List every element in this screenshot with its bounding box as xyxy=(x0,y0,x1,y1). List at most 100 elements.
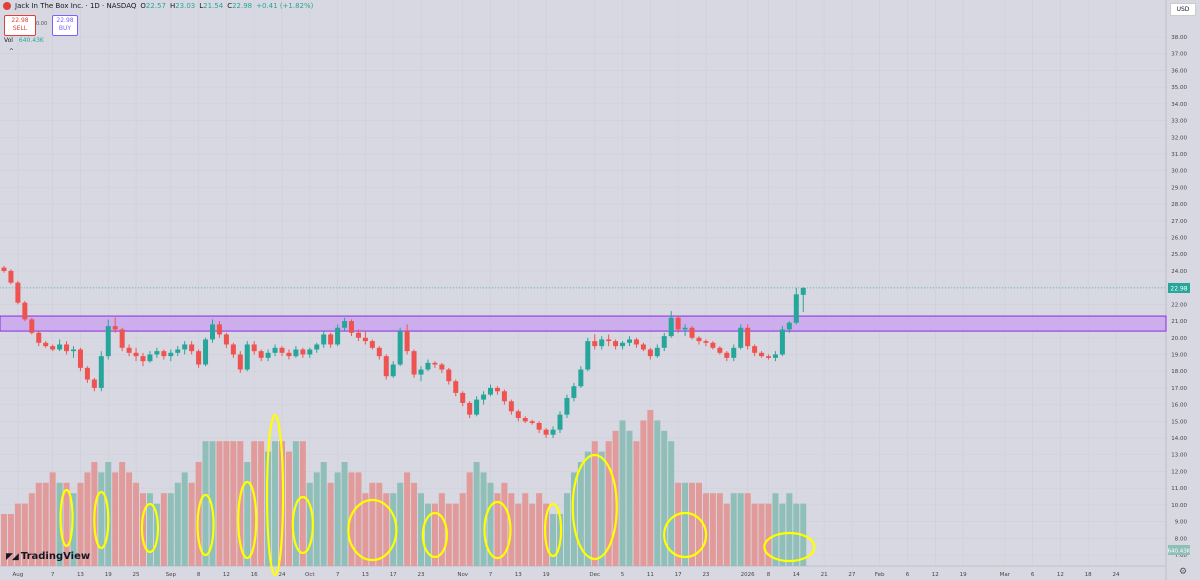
y-tick-label: 9.00 xyxy=(1175,520,1188,526)
volume-bar xyxy=(431,503,438,566)
highlight-ellipse xyxy=(571,453,618,561)
y-tick-label: 27.00 xyxy=(1171,219,1187,225)
candle-body xyxy=(404,331,410,352)
x-tick-label: 12 xyxy=(932,572,939,578)
volume-bar xyxy=(723,503,730,566)
highlight-ellipse xyxy=(237,480,258,560)
volume-bar xyxy=(313,472,320,566)
y-tick-label: 24.00 xyxy=(1171,269,1187,275)
candle-body xyxy=(432,362,438,365)
x-tick-label: 7 xyxy=(336,572,340,578)
candle-body xyxy=(585,341,591,370)
x-tick-label: Sep xyxy=(166,572,177,578)
volume-bar xyxy=(709,493,716,566)
candle-body xyxy=(349,321,354,333)
volume-bar xyxy=(466,472,473,566)
volume-bar xyxy=(438,493,445,566)
volume-bar xyxy=(494,493,501,566)
x-tick-label: Feb xyxy=(875,572,885,578)
volume-bar xyxy=(272,441,279,566)
volume-bar xyxy=(49,472,56,566)
ohlc-high: H23.03 xyxy=(169,2,196,10)
x-tick-label: 5 xyxy=(621,572,625,578)
candle-body xyxy=(15,282,21,303)
candle-body xyxy=(481,394,487,400)
volume-bar xyxy=(424,503,431,566)
x-tick-label: 2026 xyxy=(741,572,755,578)
x-tick-label: 24 xyxy=(1113,572,1120,578)
volume-bar xyxy=(577,462,584,566)
y-tick-label: 7.00 xyxy=(1175,553,1188,559)
candle-body xyxy=(613,341,619,347)
volume-bar xyxy=(230,441,237,566)
volume-bar xyxy=(390,493,397,566)
candle-body xyxy=(515,411,521,418)
y-tick-label: 11.00 xyxy=(1171,486,1187,492)
tradingview-logo-icon: ◤◢ xyxy=(6,551,19,562)
y-tick-label: 10.00 xyxy=(1171,503,1187,509)
volume-bar xyxy=(133,482,140,566)
tradingview-logo[interactable]: ◤◢ TradingView xyxy=(6,551,90,562)
candle-body xyxy=(501,391,507,402)
candle-body xyxy=(355,332,361,338)
volume-bar xyxy=(404,472,411,566)
volume-bar xyxy=(647,410,654,566)
collapse-caret-icon[interactable]: ⌃ xyxy=(8,47,15,56)
y-tick-label: 12.00 xyxy=(1171,469,1187,475)
volume-bar xyxy=(160,493,167,566)
candle-body xyxy=(342,321,348,328)
company-logo-icon xyxy=(3,2,11,10)
y-tick-label: 18.00 xyxy=(1171,369,1187,375)
candle-body xyxy=(640,344,646,350)
candle-body xyxy=(772,354,778,358)
volume-bar xyxy=(501,482,508,566)
volume-bar xyxy=(445,503,452,566)
settings-gear-icon[interactable]: ⚙ xyxy=(1179,567,1188,577)
sell-button[interactable]: 22.98 SELL xyxy=(4,15,36,36)
highlight-ellipse xyxy=(347,498,398,562)
candle-body xyxy=(314,344,320,350)
volume-bar xyxy=(369,482,376,566)
x-tick-label: 23 xyxy=(418,572,425,578)
candle-body xyxy=(494,387,500,392)
candle-body xyxy=(724,352,730,358)
candle-body xyxy=(675,317,681,330)
candle-body xyxy=(703,341,709,343)
candle-body xyxy=(425,362,431,370)
volume-bar xyxy=(682,482,689,566)
volume-bar xyxy=(362,493,369,566)
candle-body xyxy=(599,339,605,347)
volume-bar xyxy=(306,482,313,566)
candle-body xyxy=(439,364,445,370)
volume-bar xyxy=(772,493,779,566)
volume-bar xyxy=(7,514,14,566)
volume-bar xyxy=(251,441,258,566)
x-tick-label: 6 xyxy=(1031,572,1035,578)
y-tick-label: 36.00 xyxy=(1171,68,1187,74)
candle-body xyxy=(536,422,542,430)
candle-body xyxy=(36,332,42,343)
currency-selector[interactable]: USD xyxy=(1170,3,1196,16)
candle-body xyxy=(182,344,188,350)
x-tick-label: 13 xyxy=(515,572,522,578)
candle-body xyxy=(64,344,70,352)
candle-body xyxy=(654,347,660,357)
volume-legend: Vol 640.43K xyxy=(4,37,44,44)
volume-bar xyxy=(563,493,570,566)
buy-button[interactable]: 22.98 BUY xyxy=(52,15,78,36)
price-change: +0.41 (+1.82%) xyxy=(256,2,314,10)
y-tick-label: 28.00 xyxy=(1171,202,1187,208)
buy-price: 22.98 xyxy=(56,17,74,24)
candle-body xyxy=(759,352,765,357)
candle-body xyxy=(1,267,7,271)
x-tick-label: 25 xyxy=(133,572,140,578)
symbol-title[interactable]: Jack In The Box Inc. · 1D · NASDAQ xyxy=(15,2,137,10)
y-tick-label: 19.00 xyxy=(1171,352,1187,358)
volume-bar xyxy=(744,493,751,566)
volume-bar xyxy=(334,472,341,566)
highlight-ellipse xyxy=(140,502,160,554)
y-tick-label: 17.00 xyxy=(1171,386,1187,392)
candle-body xyxy=(8,270,14,283)
